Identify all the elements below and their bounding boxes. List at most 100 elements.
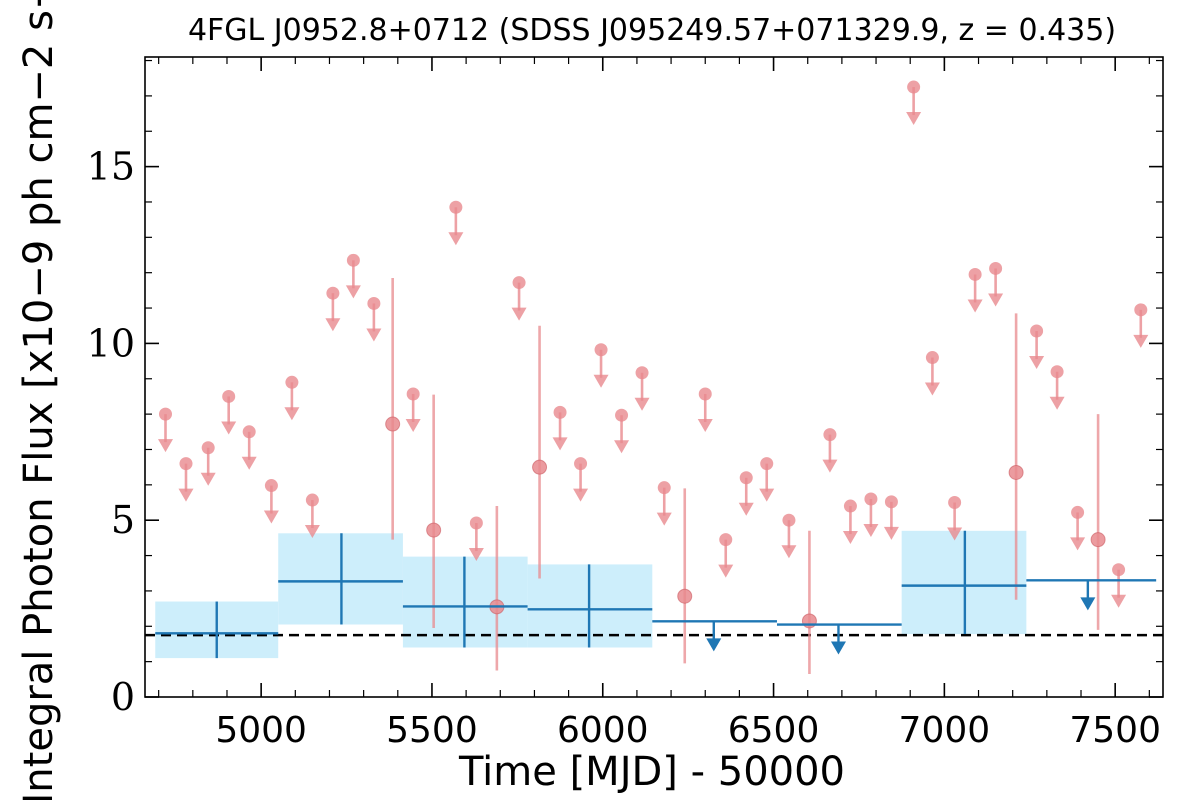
short-bin-upper-limit-arrow-14 xyxy=(511,307,527,321)
short-bin-upper-limit-0 xyxy=(158,407,172,421)
short-bin-upper-limit-30 xyxy=(907,80,921,94)
short-bin-upper-limit-arrow-32 xyxy=(947,527,963,541)
short-bin-upper-limit-21 xyxy=(698,387,712,401)
short-bin-upper-limit-29 xyxy=(884,495,898,509)
short-bin-upper-limit-28 xyxy=(864,492,878,506)
short-bin-upper-limit-11 xyxy=(406,387,420,401)
x-tick-label-3: 6500 xyxy=(728,710,820,751)
y-tick-label-0: 0 xyxy=(111,675,135,719)
short-bin-upper-limit-26 xyxy=(823,428,837,442)
short-bin-point-7 xyxy=(1090,532,1106,548)
y-tick-label-3: 15 xyxy=(87,145,135,189)
short-bin-upper-limit-15 xyxy=(553,405,567,419)
short-bin-upper-limit-arrow-24 xyxy=(759,488,775,502)
short-bin-upper-limit-38 xyxy=(1112,563,1126,577)
short-bin-upper-limit-34 xyxy=(989,261,1003,275)
x-tick-label-2: 6000 xyxy=(557,710,649,751)
short-bin-upper-limit-1 xyxy=(179,457,193,471)
short-bin-upper-limit-arrow-36 xyxy=(1049,396,1065,410)
short-bin-upper-limit-arrow-39 xyxy=(1133,334,1149,348)
short-bin-upper-limit-arrow-27 xyxy=(842,531,858,545)
short-bin-upper-limit-arrow-31 xyxy=(924,382,940,396)
short-bin-upper-limit-arrow-3 xyxy=(221,421,237,435)
short-bin-upper-limit-8 xyxy=(326,286,340,300)
short-bin-upper-limit-arrow-26 xyxy=(822,459,838,473)
long-bin-bands xyxy=(155,530,1027,659)
short-bin-upper-limit-19 xyxy=(635,366,649,380)
short-bin-upper-limit-arrow-18 xyxy=(614,440,630,454)
short-bin-point-4 xyxy=(677,588,693,604)
y-axis-label: Integral Photon Flux [x10−9 ph cm−2 s−1] xyxy=(16,0,62,800)
short-bin-upper-limit-arrow-4 xyxy=(241,456,257,470)
short-bin-upper-limit-arrow-13 xyxy=(468,548,484,562)
short-bin-upper-limit-39 xyxy=(1134,303,1148,317)
short-bin-upper-limit-arrow-37 xyxy=(1070,537,1086,551)
short-bin-upper-limit-arrow-34 xyxy=(988,293,1004,307)
short-bin-upper-limit-31 xyxy=(925,351,939,365)
x-tick-label-0: 5000 xyxy=(215,710,307,751)
short-bin-upper-limit-12 xyxy=(449,200,463,214)
short-bin-upper-limit-10 xyxy=(367,296,381,310)
short-bin-upper-limit-arrow-9 xyxy=(345,285,361,299)
short-bin-upper-limit-25 xyxy=(782,513,796,527)
short-bin-upper-limit-arrow-25 xyxy=(781,545,797,559)
short-bin-point-1 xyxy=(426,522,442,538)
short-bin-upper-limit-2 xyxy=(201,441,215,455)
short-bin-upper-limit-4 xyxy=(242,425,256,439)
short-bin-upper-limit-arrow-0 xyxy=(157,439,173,453)
short-bin-upper-limit-arrow-20 xyxy=(656,512,672,526)
short-bin-upper-limit-7 xyxy=(305,493,319,507)
short-bin-upper-limit-33 xyxy=(968,267,982,281)
short-bin-upper-limit-37 xyxy=(1071,505,1085,519)
short-bin-upper-limit-arrow-7 xyxy=(304,525,320,539)
short-bin-point-5 xyxy=(801,613,817,629)
short-bin-upper-limit-arrow-12 xyxy=(448,232,464,246)
short-bin-point-6 xyxy=(1008,464,1024,480)
short-bin-upper-limit-arrow-8 xyxy=(325,318,341,332)
short-bin-upper-limit-24 xyxy=(760,457,774,471)
long-bin-series xyxy=(155,530,1157,659)
short-bin-upper-limit-27 xyxy=(843,499,857,513)
long-bin-upper-limit-arrow-1 xyxy=(830,641,846,655)
axes: 5000 5500 6000 6500 7000 7500 0 5 10 15 xyxy=(87,56,1164,751)
short-bin-upper-limit-arrow-29 xyxy=(883,526,899,540)
y-tick-label-2: 10 xyxy=(87,321,135,365)
x-tick-label-1: 5500 xyxy=(386,710,478,751)
short-bin-upper-limit-6 xyxy=(285,375,299,389)
short-bin-upper-limit-arrow-1 xyxy=(178,488,194,502)
short-bin-upper-limit-arrow-35 xyxy=(1029,356,1045,370)
short-bin-upper-limit-35 xyxy=(1030,324,1044,338)
short-bin-upper-limit-17 xyxy=(594,343,608,357)
x-axis-label: Time [MJD] - 50000 xyxy=(458,749,845,795)
short-bin-upper-limit-arrow-16 xyxy=(573,488,589,502)
short-bin-upper-limit-arrow-19 xyxy=(634,397,650,411)
short-bin-upper-limit-arrow-11 xyxy=(405,418,421,432)
short-bin-upper-limit-5 xyxy=(264,479,278,493)
short-bin-upper-limit-13 xyxy=(469,516,483,530)
long-bin-upper-limit-arrow-0 xyxy=(706,638,722,652)
short-bin-series xyxy=(157,80,1149,675)
short-bin-upper-limit-arrow-28 xyxy=(863,523,879,537)
short-bin-upper-limit-arrow-21 xyxy=(697,418,713,432)
short-bin-upper-limit-arrow-33 xyxy=(967,299,983,313)
short-bin-upper-limit-arrow-15 xyxy=(552,437,568,451)
short-bin-upper-limit-36 xyxy=(1050,365,1064,379)
short-bin-upper-limit-32 xyxy=(948,496,962,510)
x-tick-label-4: 7000 xyxy=(899,710,991,751)
short-bin-point-3 xyxy=(532,459,548,475)
short-bin-upper-limit-arrow-5 xyxy=(263,510,279,524)
short-bin-upper-limit-arrow-23 xyxy=(738,502,754,516)
short-bin-upper-limit-3 xyxy=(222,389,236,403)
x-tick-label-5: 7500 xyxy=(1069,710,1161,751)
y-tick-label-1: 5 xyxy=(111,498,135,542)
plot-frame xyxy=(144,56,1164,698)
short-bin-upper-limit-16 xyxy=(574,457,588,471)
short-bin-upper-limit-23 xyxy=(739,471,753,485)
short-bin-upper-limit-9 xyxy=(346,253,360,267)
long-bin-upper-limit-arrow-2 xyxy=(1080,597,1096,611)
short-bin-upper-limit-arrow-17 xyxy=(593,374,609,388)
short-bin-point-0 xyxy=(385,416,401,432)
short-bin-upper-limit-arrow-38 xyxy=(1111,594,1127,608)
chart-title: 4FGL J0952.8+0712 (SDSS J095249.57+07132… xyxy=(188,13,1116,48)
